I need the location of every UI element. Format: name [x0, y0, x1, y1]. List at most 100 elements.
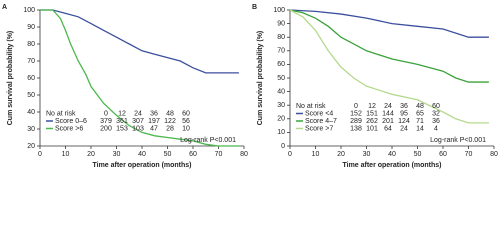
at-risk-time: 12	[368, 103, 376, 110]
x-tick-label: 20	[337, 151, 345, 158]
x-axis-label: Time after operation (months)	[92, 162, 191, 169]
y-tick-label: 20	[277, 116, 285, 123]
at-risk-count: 151	[366, 110, 378, 117]
x-tick-label: 0	[288, 151, 292, 158]
y-tick-label: 0	[281, 143, 285, 150]
y-tick-label: 100	[23, 7, 35, 14]
x-axis-label: Time after operation (months)	[342, 162, 441, 169]
at-risk-time: 60	[432, 103, 440, 110]
y-tick-label: 90	[27, 24, 35, 31]
at-risk-time: 24	[384, 103, 392, 110]
at-risk-count: 71	[416, 118, 424, 125]
panel-label: B	[252, 4, 257, 11]
x-tick-label: 10	[62, 151, 70, 158]
y-tick-label: 60	[277, 61, 285, 68]
at-risk-count: 56	[182, 118, 190, 125]
at-risk-time: 60	[182, 110, 190, 117]
at-risk-count: 103	[132, 125, 144, 132]
at-risk-count: 64	[384, 125, 392, 132]
legend-label: Score 4–7	[305, 118, 337, 125]
at-risk-time: 48	[416, 103, 424, 110]
y-tick-label: 60	[27, 75, 35, 82]
at-risk-count: 95	[400, 110, 408, 117]
y-axis-label: Cum survival probability (%)	[7, 31, 14, 126]
at-risk-count: 307	[132, 118, 144, 125]
at-risk-count: 361	[116, 118, 128, 125]
at-risk-count: 14	[416, 125, 424, 132]
at-risk-count: 138	[350, 125, 362, 132]
at-risk-count: 153	[116, 125, 128, 132]
survival-curve	[40, 9, 239, 74]
survival-curve	[289, 9, 489, 124]
y-tick-label: 30	[277, 102, 285, 109]
at-risk-count: 28	[166, 125, 174, 132]
at-risk-count: 201	[382, 118, 394, 125]
x-tick-label: 10	[312, 151, 320, 158]
x-tick-label: 70	[465, 151, 473, 158]
x-tick-label: 60	[439, 151, 447, 158]
at-risk-title: No at risk	[296, 103, 326, 110]
at-risk-time: 12	[118, 110, 126, 117]
at-risk-count: 101	[366, 125, 378, 132]
at-risk-time: 36	[150, 110, 158, 117]
x-tick-label: 0	[38, 151, 42, 158]
legend-label: Score >6	[55, 125, 83, 132]
at-risk-count: 36	[432, 118, 440, 125]
at-risk-time: 36	[400, 103, 408, 110]
at-risk-count: 47	[150, 125, 158, 132]
y-tick-label: 10	[277, 129, 285, 136]
at-risk-time: 0	[104, 110, 108, 117]
y-tick-label: 40	[27, 109, 35, 116]
y-tick-label: 70	[277, 48, 285, 55]
at-risk-time: 48	[166, 110, 174, 117]
x-tick-label: 30	[363, 151, 371, 158]
x-tick-label: 20	[87, 151, 95, 158]
chart: A Cum survival probability (%) Time after …	[2, 4, 498, 169]
at-risk-count: 379	[100, 118, 112, 125]
x-tick-label: 30	[113, 151, 121, 158]
at-risk-title: No at risk	[46, 110, 76, 117]
y-tick-label: 90	[277, 20, 285, 27]
at-risk-count: 144	[382, 110, 394, 117]
at-risk-count: 65	[416, 110, 424, 117]
at-risk-count: 152	[350, 110, 362, 117]
x-tick-label: 50	[164, 151, 172, 158]
y-tick-label: 80	[27, 41, 35, 48]
y-tick-label: 20	[27, 143, 35, 150]
x-tick-label: 50	[414, 151, 422, 158]
x-tick-label: 40	[388, 151, 396, 158]
survival-curve	[289, 9, 489, 38]
y-tick-label: 100	[273, 7, 285, 14]
at-risk-count: 4	[434, 125, 438, 132]
legend-label: Score 0–6	[55, 118, 87, 125]
at-risk-count: 32	[432, 110, 440, 117]
at-risk-count: 124	[398, 118, 410, 125]
y-tick-label: 50	[277, 75, 285, 82]
x-tick-label: 40	[138, 151, 146, 158]
annotation: Log-rank P<0.001	[430, 137, 486, 144]
y-tick-label: 40	[277, 88, 285, 95]
y-tick-label: 80	[277, 34, 285, 41]
survival-curve	[289, 9, 489, 83]
at-risk-count: 10	[182, 125, 190, 132]
at-risk-count: 262	[366, 118, 378, 125]
at-risk-time: 0	[354, 103, 358, 110]
at-risk-count: 289	[350, 118, 362, 125]
at-risk-count: 200	[100, 125, 112, 132]
survival-curve	[40, 9, 239, 147]
y-tick-label: 50	[27, 92, 35, 99]
y-axis-label: Cum survival probability (%)	[257, 31, 264, 126]
y-tick-label: 70	[27, 58, 35, 65]
legend-label: Score >7	[305, 125, 333, 132]
x-tick-label: 80	[240, 151, 248, 158]
at-risk-count: 197	[148, 118, 160, 125]
legend-label: Score <4	[305, 110, 333, 117]
x-tick-label: 60	[189, 151, 197, 158]
at-risk-count: 24	[400, 125, 408, 132]
x-tick-label: 80	[490, 151, 498, 158]
panel-label: A	[2, 4, 7, 11]
x-tick-label: 70	[215, 151, 223, 158]
y-tick-label: 30	[27, 126, 35, 133]
annotation: Log-rank P<0.001	[180, 137, 236, 144]
at-risk-time: 24	[134, 110, 142, 117]
